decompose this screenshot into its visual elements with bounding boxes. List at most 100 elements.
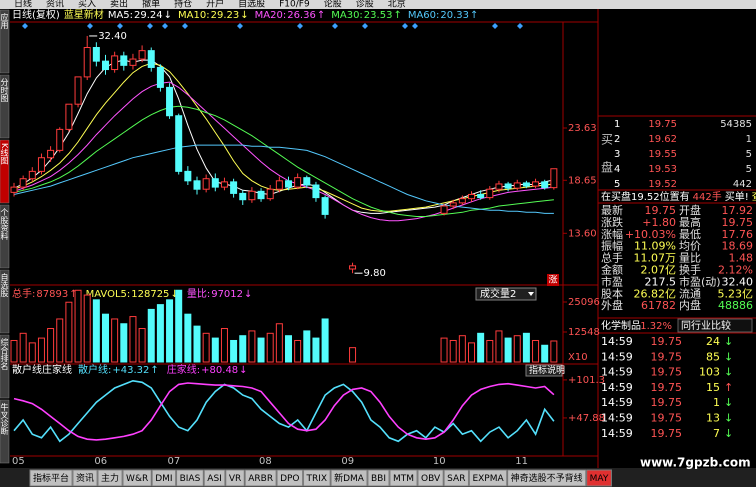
menu-item[interactable]: 买入: [78, 0, 96, 10]
bottom-tab-label[interactable]: DMI: [155, 474, 172, 484]
sidebar-tab-label[interactable]: 自选股: [0, 272, 9, 298]
bottom-tab[interactable]: [225, 469, 245, 487]
bottom-tab[interactable]: [330, 469, 368, 487]
bottom-tab[interactable]: [97, 469, 123, 487]
bottom-tab[interactable]: [586, 469, 612, 487]
bottom-tab[interactable]: [244, 469, 277, 487]
compare-button[interactable]: [677, 318, 753, 333]
candle-body: [266, 188, 274, 200]
indicator-title: 散户线庄家线: [12, 363, 72, 376]
info-marker[interactable]: [237, 23, 243, 29]
info-marker[interactable]: [147, 23, 153, 29]
bottom-tab-label[interactable]: DPO: [280, 474, 299, 484]
ma-value: 23.53: [364, 10, 393, 21]
watermark: www.7gpzb.com: [640, 456, 751, 470]
indicator-selector[interactable]: [475, 287, 537, 301]
sidebar-tab-label[interactable]: K线图: [0, 143, 9, 165]
bottom-tab-label[interactable]: BBI: [371, 474, 386, 484]
tick-arrow: ↓: [724, 427, 733, 440]
menu-item[interactable]: 自选股: [238, 0, 265, 10]
info-marker[interactable]: [492, 23, 498, 29]
bottom-tab-label[interactable]: VR: [229, 474, 241, 484]
info-marker[interactable]: [412, 23, 418, 29]
sidebar-tab-label[interactable]: 分时图: [0, 78, 9, 103]
candle-body: [92, 47, 100, 62]
bottom-tab-label[interactable]: SAR: [447, 474, 465, 484]
info-marker[interactable]: [517, 23, 523, 29]
volume-bar: [111, 318, 119, 363]
dropdown-arrow[interactable]: [528, 292, 534, 296]
y-tick-label: 23.63: [568, 123, 597, 134]
menu-item[interactable]: 资讯: [46, 0, 64, 10]
indicator-selector-label[interactable]: 成交量2: [480, 287, 516, 300]
info-marker[interactable]: [117, 23, 123, 29]
menu-item[interactable]: 撤单: [142, 0, 160, 10]
candle-body: [230, 181, 238, 194]
sidebar-tab-label[interactable]: 个股资料: [0, 208, 9, 241]
bottom-tab-label[interactable]: ARBR: [248, 474, 273, 484]
bottom-tab[interactable]: [203, 469, 226, 487]
bottom-tab-label[interactable]: MAY: [590, 474, 609, 484]
indicator-help-label[interactable]: 指标说明: [529, 364, 565, 376]
bottom-tab-label[interactable]: W&R: [126, 474, 148, 484]
bottom-tab[interactable]: [303, 469, 331, 487]
bottom-tab-label[interactable]: 指标平台: [33, 472, 69, 484]
volume-bar: [156, 304, 164, 363]
bottom-tab[interactable]: [417, 469, 444, 487]
sidebar-tab[interactable]: [0, 399, 10, 464]
menu-item[interactable]: 日线: [14, 0, 32, 10]
sidebar-tab[interactable]: [0, 139, 10, 204]
sidebar-tab[interactable]: [0, 269, 10, 334]
bottom-tab[interactable]: [276, 469, 304, 487]
bottom-tab-label[interactable]: 主力: [101, 472, 119, 484]
sidebar-tab[interactable]: [0, 9, 10, 74]
volume-bar: [275, 323, 283, 363]
info-marker[interactable]: [182, 23, 188, 29]
bottom-tab[interactable]: [122, 469, 152, 487]
info-marker[interactable]: [332, 23, 338, 29]
info-marker[interactable]: [162, 23, 168, 29]
info-marker[interactable]: [87, 23, 93, 29]
bottom-tab[interactable]: [507, 469, 587, 487]
bottom-tab-label[interactable]: OBV: [421, 474, 441, 484]
bottom-tab-label[interactable]: TRIX: [306, 474, 328, 484]
bottom-tab[interactable]: [367, 469, 390, 487]
sidebar-tab-label[interactable]: 综合排名: [0, 337, 9, 371]
compare-label[interactable]: 同行业比较: [681, 319, 731, 332]
menu-item[interactable]: 开户: [206, 0, 224, 10]
info-marker[interactable]: [362, 23, 368, 29]
info-marker[interactable]: [297, 23, 303, 29]
period-label: 日线(复权): [12, 8, 60, 21]
bottom-tab[interactable]: [443, 469, 469, 487]
volume-bar: [495, 330, 503, 363]
bottom-tab-label[interactable]: 资讯: [76, 473, 94, 484]
bottom-tab-label[interactable]: ASI: [207, 474, 222, 484]
bottom-tab-label[interactable]: 新DMA: [334, 472, 365, 484]
bottom-tab[interactable]: [29, 469, 73, 487]
bottom-tab-label[interactable]: MTM: [393, 474, 414, 484]
menu-item[interactable]: 卖出: [110, 0, 128, 10]
sidebar-tab-label[interactable]: 应用: [0, 12, 9, 30]
menu-item[interactable]: 北京: [388, 0, 406, 10]
candle-body: [522, 182, 530, 187]
bottom-tab-label[interactable]: EXPMA: [472, 474, 504, 484]
sidebar-tab[interactable]: [0, 334, 10, 399]
menu-item[interactable]: F10/F9: [279, 0, 310, 10]
ma-line: [13, 105, 554, 217]
bottom-tab-label[interactable]: BIAS: [180, 474, 201, 484]
sidebar-tab[interactable]: [0, 204, 10, 269]
menu-item[interactable]: 论股: [324, 0, 342, 10]
info-marker[interactable]: [22, 23, 28, 29]
bottom-tab[interactable]: [389, 469, 418, 487]
menu-item[interactable]: 诊股: [356, 0, 374, 10]
bottom-tab[interactable]: [468, 469, 508, 487]
bottom-tab[interactable]: [72, 469, 98, 487]
bottom-tab[interactable]: [151, 469, 177, 487]
info-marker[interactable]: [402, 23, 408, 29]
bottom-tab-label[interactable]: 神奇选股不予背线: [511, 472, 583, 484]
bottom-tab[interactable]: [176, 469, 204, 487]
indicator-help-button[interactable]: [525, 364, 563, 377]
menu-item[interactable]: 持仓: [174, 0, 192, 10]
sidebar-tab-label[interactable]: 牛叉诊断: [0, 402, 9, 436]
sidebar-tab[interactable]: [0, 74, 10, 139]
